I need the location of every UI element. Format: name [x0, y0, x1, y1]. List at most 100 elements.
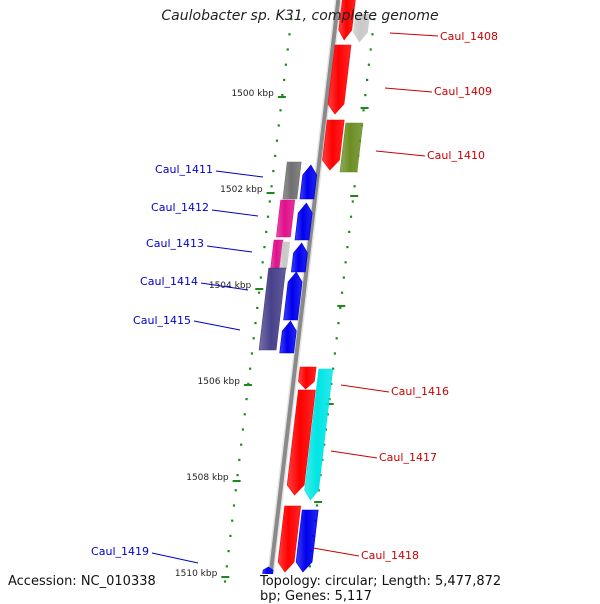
gene-label: Caul_1415 — [133, 314, 191, 327]
minor-tick-right — [339, 306, 342, 309]
minor-tick-right — [346, 246, 349, 249]
leader-line — [211, 209, 259, 217]
minor-tick-left — [252, 337, 255, 340]
minor-tick-right — [367, 63, 371, 66]
backbone — [265, 0, 341, 600]
minor-tick-left — [274, 154, 277, 157]
leader-line — [340, 384, 390, 393]
gene-caul-1417 — [286, 389, 316, 496]
minor-tick-left — [261, 261, 264, 264]
genes-label: ; Genes: — [276, 589, 335, 604]
map-title: Caulobacter sp. K31, complete genome — [161, 8, 439, 24]
gene-caul-1409 — [327, 44, 352, 115]
minor-tick-right — [344, 261, 347, 264]
minor-tick-right — [373, 18, 376, 21]
minor-tick-left — [270, 185, 273, 188]
gene-label: Caul_1409 — [434, 85, 492, 98]
minor-tick-left — [223, 580, 227, 583]
minor-tick-left — [279, 109, 282, 112]
minor-tick-left — [284, 63, 288, 66]
minor-tick-left — [250, 352, 253, 355]
leader-line — [389, 32, 439, 37]
gene-label: Caul_1416 — [391, 385, 449, 398]
minor-tick-left — [236, 474, 239, 477]
accession-value: NC_010338 — [80, 574, 156, 589]
minor-tick-left — [257, 291, 261, 294]
minor-tick-left — [275, 139, 279, 142]
accession-info: Accession: NC_010338 — [8, 574, 156, 589]
minor-tick-left — [245, 398, 248, 401]
minor-tick-left — [238, 458, 241, 461]
minor-tick-left — [263, 246, 266, 249]
minor-tick-left — [265, 230, 268, 233]
minor-tick-left — [283, 78, 286, 81]
minor-tick-left — [232, 504, 236, 507]
leader-line — [330, 450, 378, 459]
gene-caul-1415 — [279, 320, 297, 354]
minor-tick-left — [286, 48, 289, 51]
minor-tick-right — [362, 109, 365, 112]
minor-tick-right — [353, 185, 356, 188]
minor-tick-left — [281, 94, 284, 97]
minor-tick-left — [266, 215, 270, 218]
leader-line — [200, 282, 249, 291]
topology-label: Topology: — [260, 574, 325, 589]
minor-tick-left — [290, 18, 293, 21]
gene-caul-1414b — [283, 271, 303, 321]
minor-tick-right — [364, 94, 367, 97]
minor-tick-left — [256, 306, 259, 309]
minor-tick-left — [227, 550, 230, 553]
gene-caul-1411 — [282, 161, 302, 200]
minor-tick-left — [240, 443, 243, 446]
gene-label: Caul_1414 — [140, 275, 198, 288]
minor-tick-right — [335, 337, 338, 340]
topology-value: circular — [324, 574, 374, 589]
gene-caul-1408 — [338, 0, 356, 41]
tick-label: 1508 kbp — [186, 473, 229, 483]
leader-line — [215, 170, 264, 178]
minor-tick-left — [277, 124, 280, 127]
tick-label: 1510 kbp — [175, 569, 218, 579]
gene-label: Caul_1419 — [91, 545, 149, 558]
gene-label: Caul_1417 — [379, 451, 437, 464]
gene-caul-1414 — [258, 267, 287, 351]
minor-tick-left — [248, 367, 252, 370]
minor-tick-left — [231, 519, 234, 522]
gene-caul-1410b — [339, 122, 364, 173]
minor-tick-right — [315, 504, 319, 507]
leader-line — [206, 245, 253, 253]
gene-caul-1416a — [298, 366, 317, 390]
leader-line — [193, 320, 241, 331]
gene-caul-1408b — [353, 13, 371, 43]
minor-tick-right — [366, 78, 369, 81]
minor-tick-left — [243, 413, 246, 416]
genes-value: 5,117 — [334, 589, 372, 604]
minor-tick-right — [340, 291, 344, 294]
tick-label: 1506 kbp — [198, 377, 241, 387]
minor-tick-left — [272, 170, 275, 173]
gene-caul-1418 — [295, 509, 319, 573]
leader-line — [375, 150, 426, 157]
leader-line — [312, 547, 360, 557]
minor-tick-left — [234, 489, 237, 492]
gene-caul-1413c — [290, 242, 308, 273]
gene-caul-1411b — [299, 164, 318, 200]
gene-caul-1418a — [277, 505, 302, 573]
minor-tick-right — [371, 33, 374, 36]
gene-caul-1413b — [279, 241, 291, 270]
minor-tick-right — [348, 230, 351, 233]
minor-tick-left — [268, 200, 271, 203]
gene-caul-1412 — [276, 199, 296, 238]
minor-tick-left — [241, 428, 245, 431]
tick-label: 1502 kbp — [220, 185, 263, 195]
minor-tick-left — [254, 322, 257, 325]
minor-tick-right — [351, 200, 354, 203]
tick-label: 1500 kbp — [231, 89, 274, 99]
minor-tick-right — [342, 276, 345, 279]
gene-label: Caul_1408 — [440, 30, 498, 43]
length-label: ; Length: — [373, 574, 435, 589]
gene-caul-1410 — [322, 119, 345, 171]
gene-caul-1416 — [304, 368, 334, 501]
minor-tick-right — [369, 48, 372, 51]
